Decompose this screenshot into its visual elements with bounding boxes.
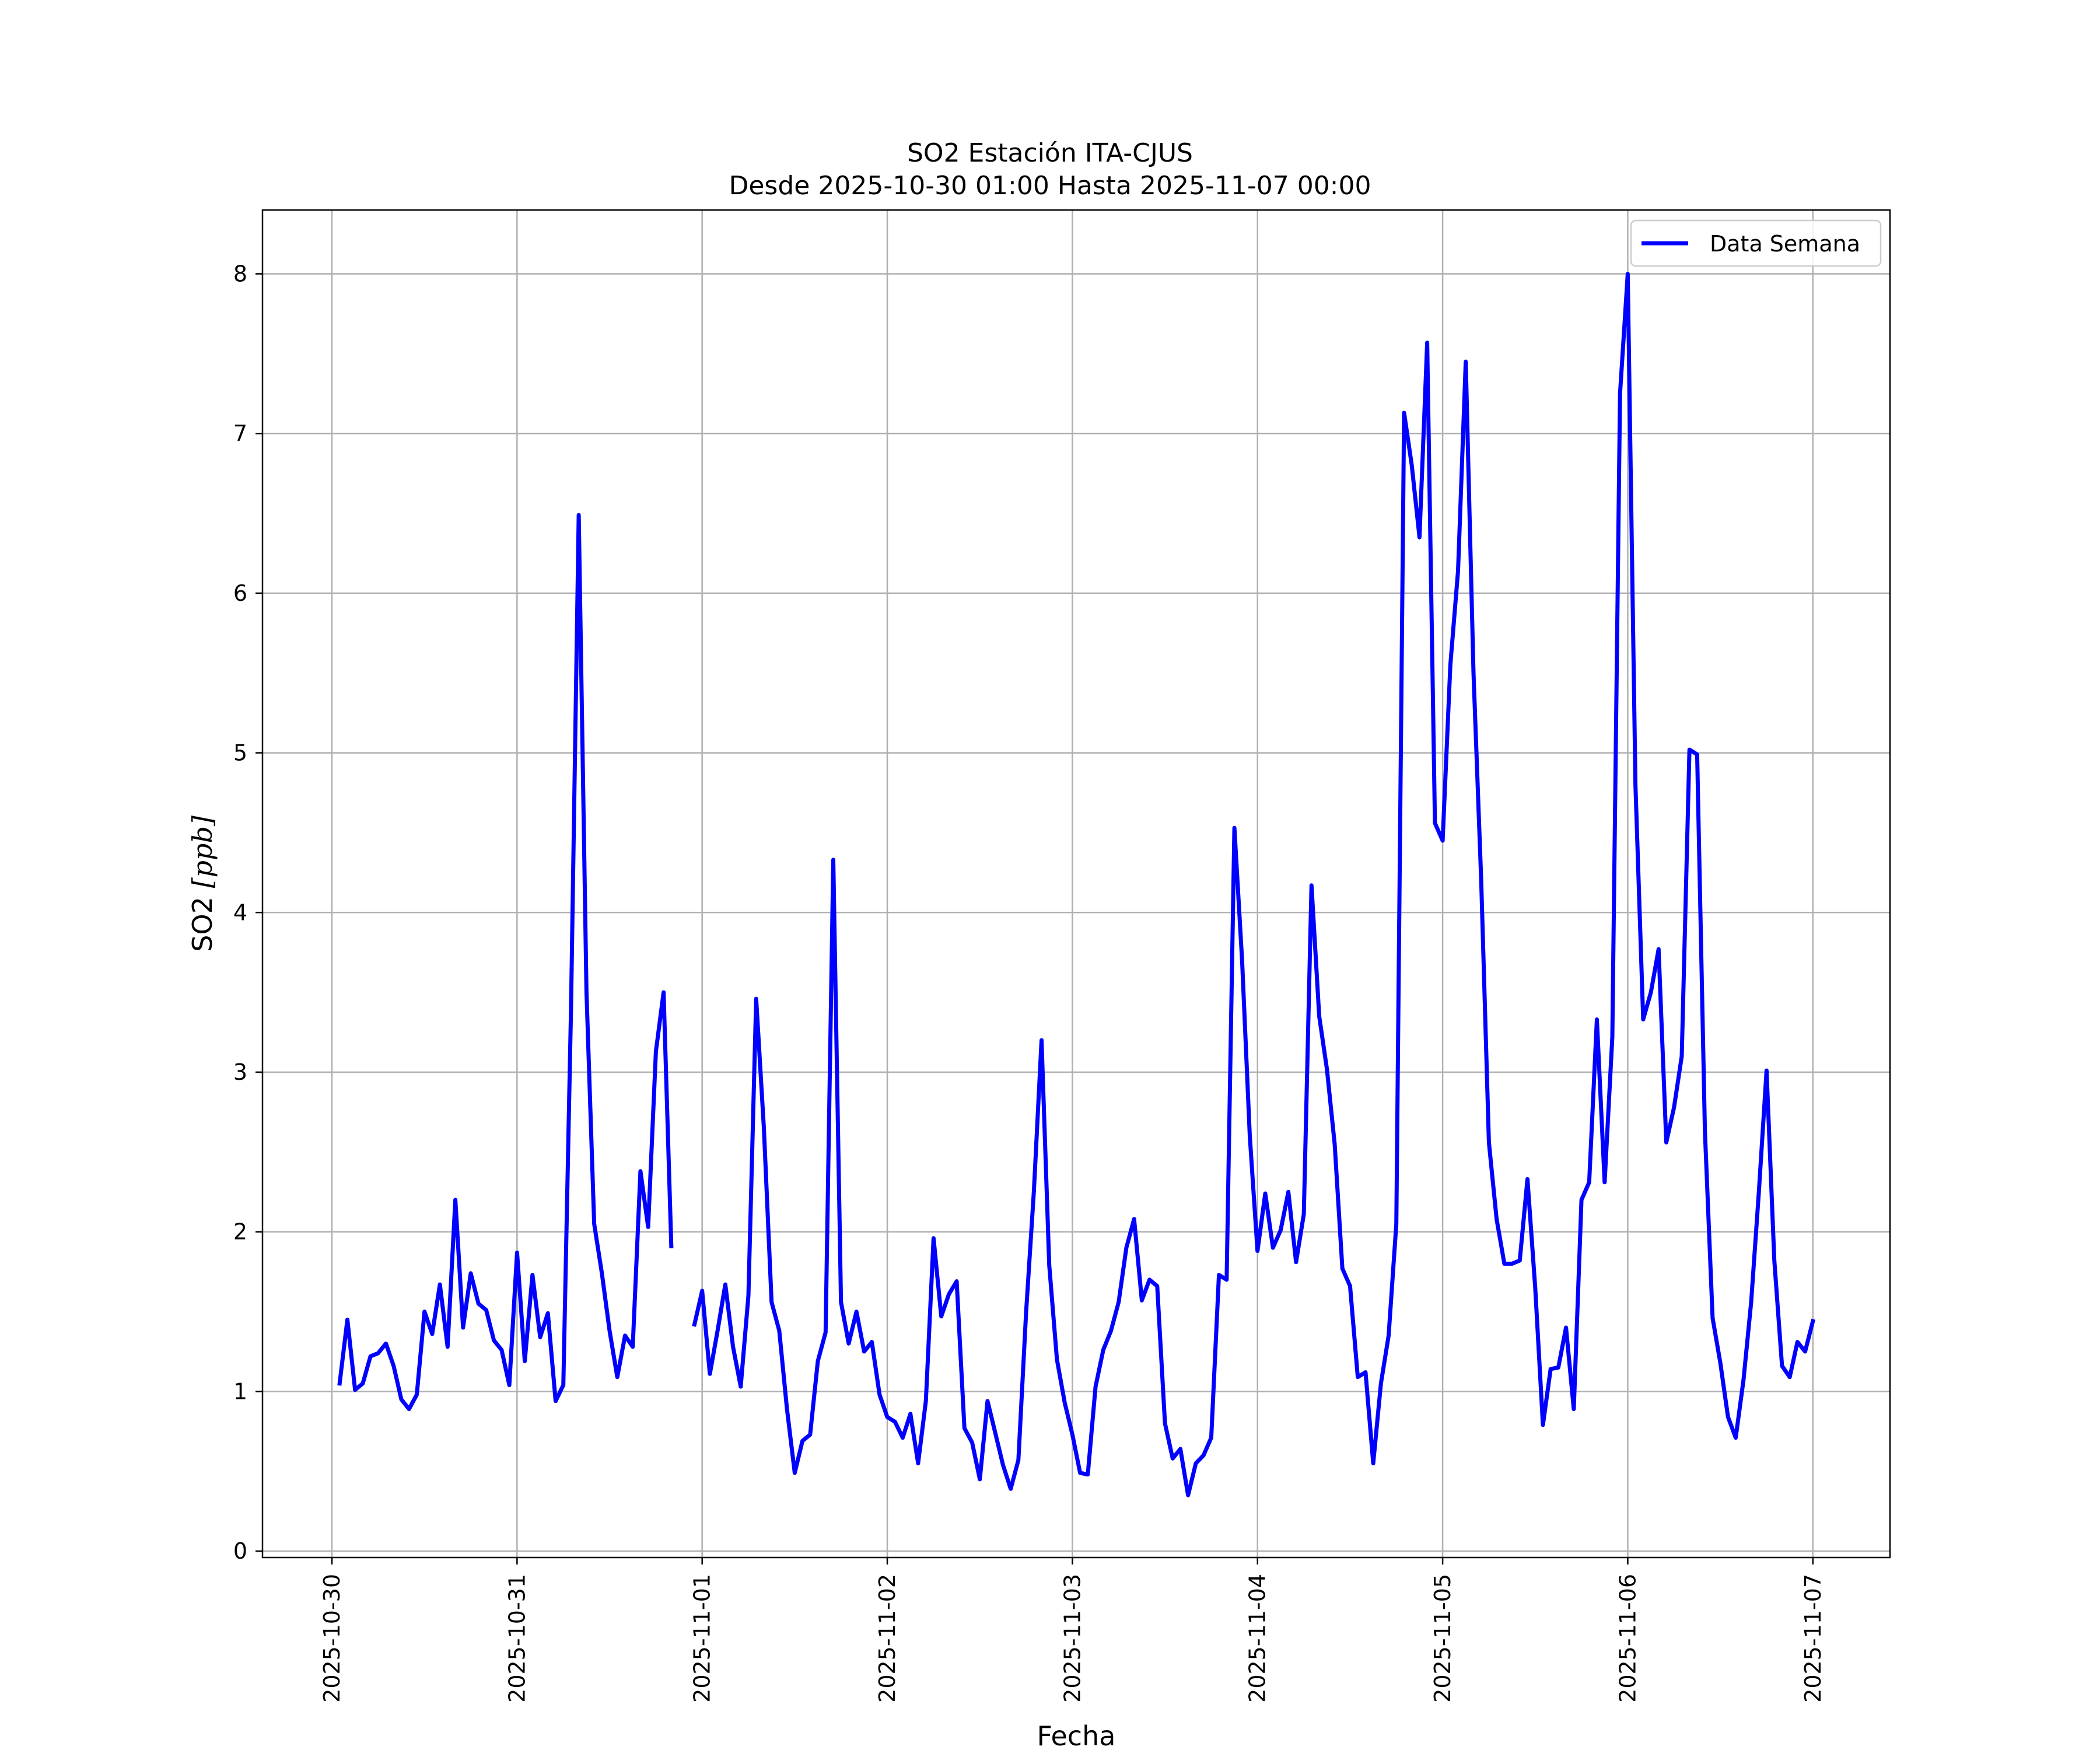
plot-frame: [261, 209, 1891, 1559]
y-tick-label: 2: [233, 1219, 247, 1245]
y-tick-label: 4: [233, 900, 247, 925]
series-line-data-semana: [337, 272, 1816, 1497]
y-tick-label: 0: [233, 1538, 247, 1564]
y-tick-label: 6: [233, 580, 247, 606]
x-tick-label: 2025-10-31: [504, 1574, 530, 1703]
axis-ticks: [256, 273, 1814, 1564]
x-tick-label: 2025-11-04: [1245, 1574, 1270, 1703]
legend: Data Semana: [1630, 219, 1882, 267]
y-tick-label: 1: [233, 1378, 247, 1404]
chart-subtitle: Desde 2025-10-30 01:00 Hasta 2025-11-07 …: [729, 171, 1371, 201]
legend-box: [1630, 219, 1882, 267]
y-tick-label: 7: [233, 421, 247, 446]
y-axis-label-unit: [ppb]: [187, 816, 218, 888]
x-axis-label: Fecha: [1037, 1720, 1116, 1750]
x-tick-label: 2025-11-05: [1430, 1574, 1455, 1703]
axis-tick-labels: 2025-10-30 2025-10-31 2025-11-01 2025-11-02…: [233, 261, 1826, 1702]
grid-lines: [262, 210, 1890, 1558]
x-tick-label: 2025-11-06: [1615, 1574, 1640, 1703]
y-tick-label: 3: [233, 1059, 247, 1085]
y-tick-label: 5: [233, 740, 247, 766]
y-axis-label-main: SO2: [187, 888, 218, 951]
x-tick-label: 2025-10-30: [319, 1574, 345, 1703]
x-tick-label: 2025-11-01: [690, 1574, 715, 1703]
x-tick-label: 2025-11-03: [1059, 1574, 1085, 1703]
x-tick-label: 2025-11-07: [1800, 1574, 1826, 1703]
y-tick-label: 8: [233, 261, 247, 286]
y-axis-label: SO2 [ppb]: [187, 816, 218, 952]
x-tick-label: 2025-11-02: [874, 1574, 900, 1703]
legend-label-data-semana: Data Semana: [1710, 231, 1860, 257]
chart-title: SO2 Estación ITA-CJUS: [907, 138, 1193, 168]
plot-area: [262, 210, 1890, 1558]
